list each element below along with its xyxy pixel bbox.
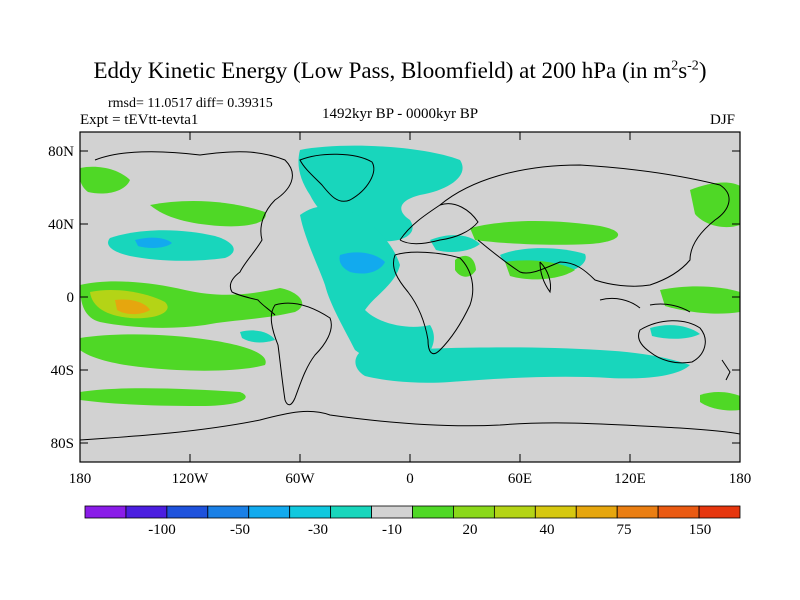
- colorbar-cell: [493, 505, 536, 519]
- colorbar: [84, 505, 741, 519]
- y-tick-label: 40N: [48, 217, 74, 233]
- season-label: DJF: [710, 112, 736, 128]
- coast-india: [539, 261, 551, 294]
- coast-australia: [637, 320, 706, 364]
- map-field: [80, 132, 740, 462]
- colorbar-label: 150: [689, 522, 712, 538]
- x-tick-label: 180: [729, 471, 752, 487]
- x-tick-label: 0: [406, 471, 414, 487]
- colorbar-cell: [84, 505, 127, 519]
- x-axis-ticks: [189, 132, 631, 462]
- colorbar-label: -100: [148, 522, 176, 538]
- period-label: 1492kyr BP - 0000kyr BP: [321, 106, 479, 122]
- colorbar-cell: [371, 505, 413, 519]
- field-blue-core-pacific: [135, 237, 172, 248]
- colorbar-cell: [534, 505, 577, 519]
- colorbar-cell: [207, 505, 250, 519]
- field-green-far-south: [80, 388, 246, 406]
- field-orange-pacific: [115, 299, 150, 315]
- map-title: Eddy Kinetic Energy (Low Pass, Bloomfiel…: [93, 58, 707, 83]
- coast-africa: [393, 251, 474, 355]
- colorbar-cell: [166, 505, 209, 519]
- y-tick-label: 80N: [48, 144, 74, 160]
- colorbar-label: -50: [230, 522, 250, 538]
- colorbar-label: 20: [463, 522, 478, 538]
- colorbar-label: 75: [617, 522, 632, 538]
- field-cyan-southern: [355, 347, 690, 383]
- field-green-indian: [455, 255, 476, 277]
- colorbar-cell: [453, 505, 495, 519]
- coast-south-america: [270, 302, 332, 406]
- field-blue-core: [339, 252, 385, 274]
- x-tick-label: 120E: [614, 471, 646, 487]
- colorbar-cell: [698, 505, 741, 519]
- colorbar-cell: [289, 505, 332, 519]
- x-tick-label: 180: [69, 471, 92, 487]
- field-green-maritime: [660, 286, 740, 314]
- coast-europe: [399, 203, 479, 245]
- field-green-na-jet: [150, 200, 266, 227]
- colorbar-cell: [330, 505, 372, 519]
- y-tick-label: 40S: [51, 363, 74, 379]
- field-green-sw-pacific: [700, 392, 740, 411]
- y-axis-ticks: [80, 150, 740, 444]
- x-tick-label: 120W: [172, 471, 210, 487]
- y-tick-label: 0: [67, 290, 75, 306]
- field-cyan-atlantic-band: [300, 205, 434, 367]
- coast-asia: [439, 164, 730, 287]
- colorbar-cell: [248, 505, 291, 519]
- colorbar-labels: -100 -50 -30 -10 20 40 75 150: [148, 522, 711, 538]
- coast-north-america: [94, 151, 293, 316]
- colorbar-label: 40: [540, 522, 555, 538]
- coast-new-zealand: [721, 359, 731, 381]
- colorbar-cell: [657, 505, 700, 519]
- colorbar-label: -30: [308, 522, 328, 538]
- colorbar-label: -10: [382, 522, 402, 538]
- field-cyan-southpac-west: [650, 325, 700, 339]
- colorbar-cell: [575, 505, 618, 519]
- colorbar-cell: [125, 505, 168, 519]
- colorbar-cell: [616, 505, 659, 519]
- coastlines: [80, 151, 740, 441]
- coast-greenland: [299, 153, 375, 202]
- field-green-south-pacific: [80, 334, 266, 371]
- experiment-label: Expt = tEVtt-tevta1: [80, 112, 199, 128]
- field-cyan-pacific-north: [108, 230, 234, 261]
- x-tick-label: 60W: [285, 471, 315, 487]
- coast-antarctica: [80, 410, 740, 441]
- coast-maritime: [599, 297, 691, 313]
- field-green-north-pacific: [80, 166, 130, 194]
- y-tick-label: 80S: [51, 436, 74, 452]
- stats-label: rmsd= 11.0517 diff= 0.39315: [108, 96, 273, 111]
- field-cyan-southpac-east: [240, 330, 275, 343]
- field-green-asia-jet: [470, 221, 619, 245]
- colorbar-cell: [412, 505, 454, 519]
- x-tick-label: 60E: [508, 471, 532, 487]
